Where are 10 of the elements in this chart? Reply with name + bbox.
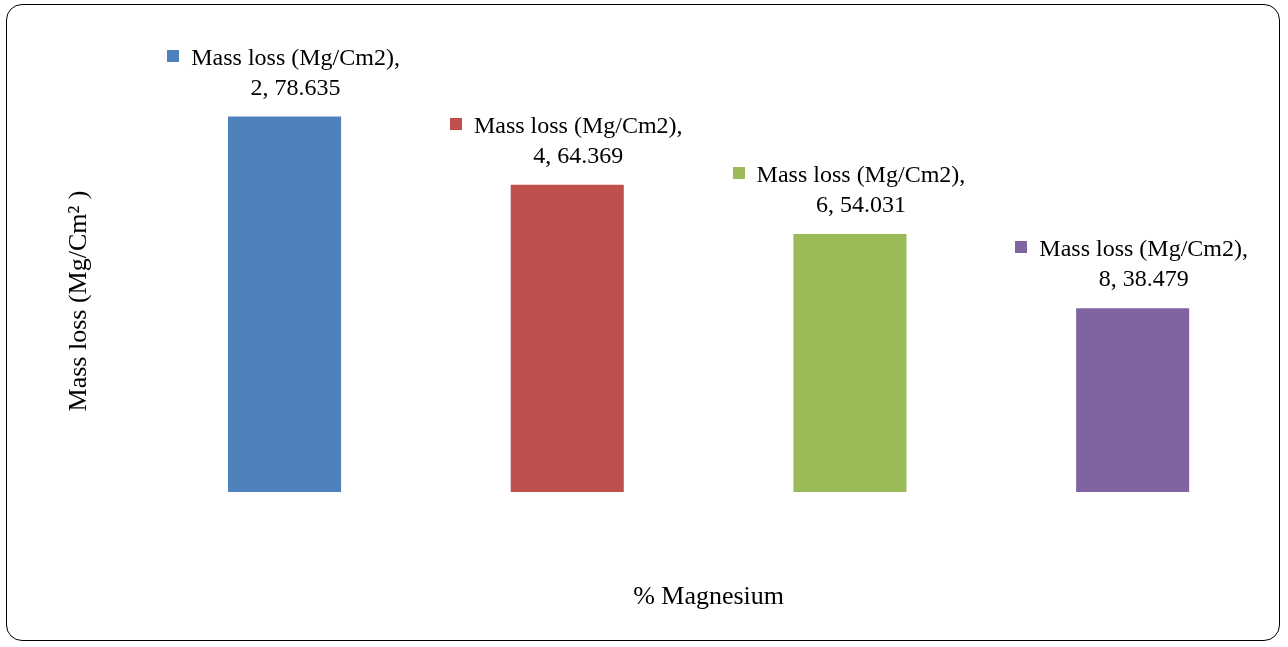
bar	[228, 116, 342, 492]
data-label: Mass loss (Mg/Cm2), 8, 38.479	[1039, 235, 1248, 292]
bar	[793, 234, 907, 492]
data-label: Mass loss (Mg/Cm2), 4, 64.369	[473, 111, 683, 168]
bar	[510, 184, 624, 492]
bar	[1076, 308, 1190, 492]
data-label: Mass loss (Mg/Cm2), 6, 54.031	[756, 161, 966, 217]
data-label: Mass loss (Mg/Cm2), 2, 78.635	[191, 43, 400, 100]
y-axis-title: Mass loss (Mg/Cm² )	[63, 190, 93, 412]
x-axis-title: % Magnesium	[633, 581, 785, 611]
